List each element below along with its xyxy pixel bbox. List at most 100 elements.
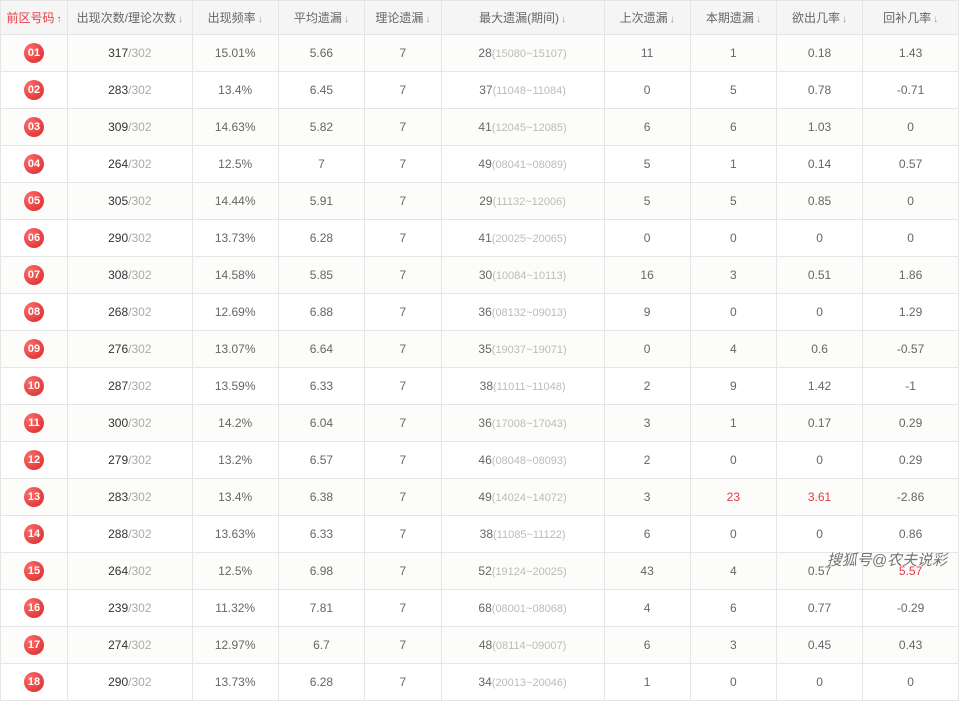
count-actual: 268	[108, 305, 128, 319]
number-ball: 12	[24, 450, 44, 470]
cell-recov: 1.86	[863, 257, 959, 294]
table-row: 04264/30212.5%7749(08041~08089)510.140.5…	[1, 146, 959, 183]
cell-count: 308/302	[68, 257, 193, 294]
count-theory: /302	[128, 416, 151, 430]
wish-value: 0.57	[808, 564, 831, 578]
cell-theory: 7	[365, 368, 442, 405]
cell-count: 283/302	[68, 479, 193, 516]
prev-value: 1	[644, 675, 651, 689]
recov-value: 1.86	[899, 268, 922, 282]
count-theory: /302	[128, 157, 151, 171]
cell-avg: 6.33	[278, 368, 364, 405]
prev-value: 6	[644, 120, 651, 134]
table-row: 10287/30213.59%6.33738(11011~11048)291.4…	[1, 368, 959, 405]
sort-down-icon: ↓	[425, 14, 430, 25]
curr-value: 1	[730, 416, 737, 430]
sort-down-icon: ↓	[842, 14, 847, 25]
cell-avg: 5.85	[278, 257, 364, 294]
cell-recov: 0.43	[863, 627, 959, 664]
col-label: 理论遗漏	[375, 11, 423, 25]
cell-prev: 11	[604, 35, 690, 72]
col-header-recov[interactable]: 回补几率↓	[863, 1, 959, 35]
cell-recov: 0.57	[863, 146, 959, 183]
cell-max: 48(08114~09007)	[441, 627, 604, 664]
curr-value: 3	[730, 638, 737, 652]
count-actual: 288	[108, 527, 128, 541]
curr-value: 5	[730, 194, 737, 208]
number-ball: 03	[24, 117, 44, 137]
cell-max: 28(15080~15107)	[441, 35, 604, 72]
cell-freq: 13.59%	[192, 368, 278, 405]
number-ball: 16	[24, 598, 44, 618]
avg-value: 6.28	[310, 231, 333, 245]
count-theory: /302	[128, 379, 151, 393]
wish-value: 0.6	[811, 342, 828, 356]
theory-value: 7	[399, 120, 406, 134]
col-header-max[interactable]: 最大遗漏(期间)↓	[441, 1, 604, 35]
recov-value: 0	[907, 231, 914, 245]
max-value: 29	[479, 194, 492, 208]
cell-wish: 0.18	[776, 35, 862, 72]
col-header-num[interactable]: 前区号码↑	[1, 1, 68, 35]
col-header-freq[interactable]: 出现频率↓	[192, 1, 278, 35]
sort-down-icon: ↓	[561, 14, 566, 25]
col-header-theory[interactable]: 理论遗漏↓	[365, 1, 442, 35]
count-actual: 264	[108, 157, 128, 171]
col-header-count[interactable]: 出现次数/理论次数↓	[68, 1, 193, 35]
table-row: 02283/30213.4%6.45737(11048~11084)050.78…	[1, 72, 959, 109]
recov-value: -2.86	[897, 490, 924, 504]
max-range: (10084~10113)	[492, 270, 566, 282]
cell-freq: 12.97%	[192, 627, 278, 664]
cell-num: 10	[1, 368, 68, 405]
col-header-prev[interactable]: 上次遗漏↓	[604, 1, 690, 35]
wish-value: 0.14	[808, 157, 831, 171]
table-row: 09276/30213.07%6.64735(19037~19071)040.6…	[1, 331, 959, 368]
cell-num: 11	[1, 405, 68, 442]
cell-theory: 7	[365, 35, 442, 72]
count-theory: /302	[128, 601, 151, 615]
cell-wish: 0.17	[776, 405, 862, 442]
cell-freq: 12.5%	[192, 146, 278, 183]
cell-prev: 6	[604, 516, 690, 553]
cell-avg: 6.38	[278, 479, 364, 516]
cell-count: 268/302	[68, 294, 193, 331]
cell-theory: 7	[365, 72, 442, 109]
table-row: 11300/30214.2%6.04736(17008~17043)310.17…	[1, 405, 959, 442]
cell-avg: 6.98	[278, 553, 364, 590]
cell-max: 38(11085~11122)	[441, 516, 604, 553]
sort-up-icon: ↑	[57, 14, 62, 25]
cell-theory: 7	[365, 553, 442, 590]
avg-value: 6.33	[310, 527, 333, 541]
cell-prev: 6	[604, 627, 690, 664]
count-theory: /302	[128, 490, 151, 504]
col-label: 平均遗漏	[294, 11, 342, 25]
count-theory: /302	[128, 527, 151, 541]
cell-freq: 14.44%	[192, 183, 278, 220]
col-header-avg[interactable]: 平均遗漏↓	[278, 1, 364, 35]
curr-value: 3	[730, 268, 737, 282]
max-range: (08114~09007)	[492, 640, 566, 652]
count-theory: /302	[128, 268, 151, 282]
prev-value: 0	[644, 231, 651, 245]
theory-value: 7	[399, 268, 406, 282]
cell-wish: 0.57	[776, 553, 862, 590]
col-header-wish[interactable]: 欲出几率↓	[776, 1, 862, 35]
col-header-curr[interactable]: 本期遗漏↓	[690, 1, 776, 35]
theory-value: 7	[399, 342, 406, 356]
curr-value: 5	[730, 83, 737, 97]
freq-value: 11.32%	[215, 601, 255, 615]
number-ball: 14	[24, 524, 44, 544]
count-theory: /302	[128, 638, 151, 652]
curr-value: 1	[730, 46, 737, 60]
cell-avg: 6.33	[278, 516, 364, 553]
wish-value: 0.45	[808, 638, 831, 652]
theory-value: 7	[399, 564, 406, 578]
lottery-stats-table: 前区号码↑出现次数/理论次数↓出现频率↓平均遗漏↓理论遗漏↓最大遗漏(期间)↓上…	[0, 0, 959, 701]
max-range: (08041~08089)	[492, 159, 567, 171]
max-range: (14024~14072)	[492, 492, 567, 504]
cell-count: 290/302	[68, 664, 193, 701]
cell-freq: 12.5%	[192, 553, 278, 590]
count-actual: 239	[108, 601, 128, 615]
count-actual: 283	[108, 490, 128, 504]
max-value: 41	[478, 231, 491, 245]
